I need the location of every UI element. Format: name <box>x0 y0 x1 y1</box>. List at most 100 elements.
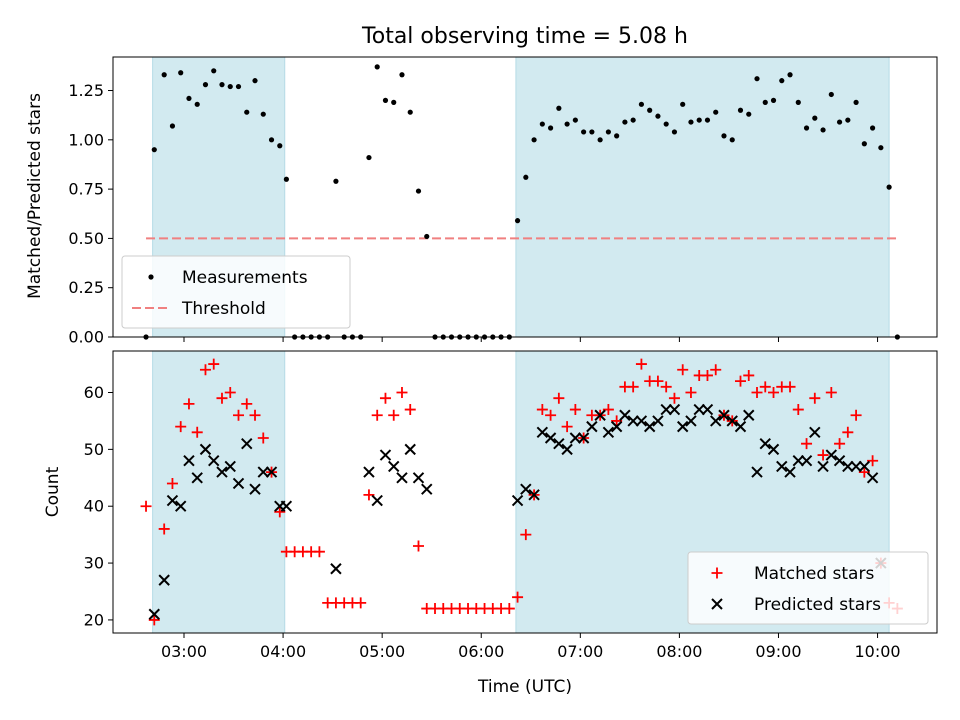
legend-label: Matched stars <box>754 564 874 584</box>
data-point <box>792 455 804 467</box>
data-point <box>836 119 843 125</box>
data-point <box>257 432 269 444</box>
data-point <box>363 489 375 501</box>
data-point <box>737 107 744 113</box>
data-point <box>845 117 851 123</box>
data-point <box>820 127 826 133</box>
top-y-axis-label: Matched/Predicted stars <box>25 93 45 299</box>
data-point <box>663 121 669 127</box>
top-y-tick-label: 0.25 <box>68 278 104 297</box>
data-point <box>630 117 636 123</box>
data-point <box>371 409 383 421</box>
data-point <box>520 529 532 541</box>
data-point <box>388 460 400 473</box>
bottom-axes-frame <box>112 350 938 634</box>
data-point <box>833 455 846 467</box>
data-point <box>544 432 557 444</box>
data-point <box>842 426 854 438</box>
data-point <box>701 403 714 416</box>
data-point <box>561 421 573 433</box>
x-tick-label: 10:00 <box>854 642 900 661</box>
data-point <box>866 472 879 484</box>
data-point <box>158 574 170 586</box>
data-point <box>330 563 342 575</box>
data-point <box>627 381 639 393</box>
bottom-y-axis-label: Count <box>43 466 63 517</box>
data-point <box>817 460 829 473</box>
data-point <box>828 91 834 98</box>
top-shaded-interval-1 <box>515 57 890 337</box>
data-point <box>734 375 746 387</box>
x-tick-label: 07:00 <box>557 642 603 661</box>
legend-label: Threshold <box>181 299 266 319</box>
data-point <box>710 415 722 427</box>
data-point <box>751 466 763 478</box>
x-tick-label: 06:00 <box>458 642 504 661</box>
data-point <box>721 133 727 139</box>
data-point <box>850 409 862 421</box>
data-point <box>803 125 810 131</box>
data-point <box>178 70 184 76</box>
data-point <box>257 466 269 478</box>
data-point <box>767 443 780 456</box>
data-point <box>382 97 389 103</box>
top-panel: 0.00 0.25 0.50 0.75 1.00 1.25 Measurements Thre… <box>68 56 938 347</box>
data-point <box>523 174 529 180</box>
data-point <box>536 426 549 439</box>
x-tick-label: 08:00 <box>656 642 702 661</box>
data-point <box>770 97 777 103</box>
data-point <box>754 76 760 82</box>
data-point <box>194 101 200 107</box>
data-point <box>391 99 397 105</box>
data-point <box>415 188 422 194</box>
data-point <box>224 387 236 399</box>
top-chart-title: Total observing time = 5.08 h <box>361 24 688 49</box>
data-point <box>166 477 178 489</box>
data-point <box>589 129 595 135</box>
data-point <box>199 443 212 456</box>
x-tick-label: 04:00 <box>260 642 306 661</box>
top-legend: Measurements Threshold <box>121 255 351 329</box>
data-point <box>224 460 236 473</box>
data-point <box>652 375 664 387</box>
legend-label: Predicted stars <box>754 595 881 615</box>
data-point <box>729 137 735 143</box>
data-point <box>825 449 838 461</box>
legend-box <box>121 255 351 329</box>
data-point <box>186 95 192 102</box>
data-point <box>762 99 768 105</box>
bottom-y-tick-label: 40 <box>84 497 104 516</box>
series-predicted-stars <box>148 403 887 620</box>
data-point <box>581 129 587 135</box>
data-point <box>531 137 537 143</box>
legend-marker <box>711 598 723 610</box>
data-point <box>660 403 672 416</box>
data-point <box>858 460 871 473</box>
data-point <box>622 119 628 125</box>
data-point <box>151 147 157 153</box>
data-point <box>597 137 603 143</box>
data-point <box>635 358 647 370</box>
data-point <box>274 506 286 518</box>
data-point <box>869 125 876 131</box>
data-point <box>241 437 253 450</box>
data-point <box>861 141 867 147</box>
data-point <box>685 387 697 399</box>
data-point <box>677 364 689 376</box>
data-point <box>407 109 413 115</box>
data-point <box>148 614 160 626</box>
data-point <box>265 466 278 478</box>
data-point <box>396 387 408 399</box>
data-point <box>219 82 225 88</box>
data-point <box>602 426 615 439</box>
data-point <box>643 420 656 433</box>
bottom-y-tick-label: 60 <box>84 383 104 402</box>
data-point <box>825 387 837 399</box>
data-point <box>614 133 620 139</box>
data-point <box>379 392 391 404</box>
data-point <box>746 111 752 117</box>
data-point <box>784 466 796 478</box>
data-point <box>713 109 719 115</box>
data-point <box>812 115 818 121</box>
data-point <box>140 500 152 512</box>
